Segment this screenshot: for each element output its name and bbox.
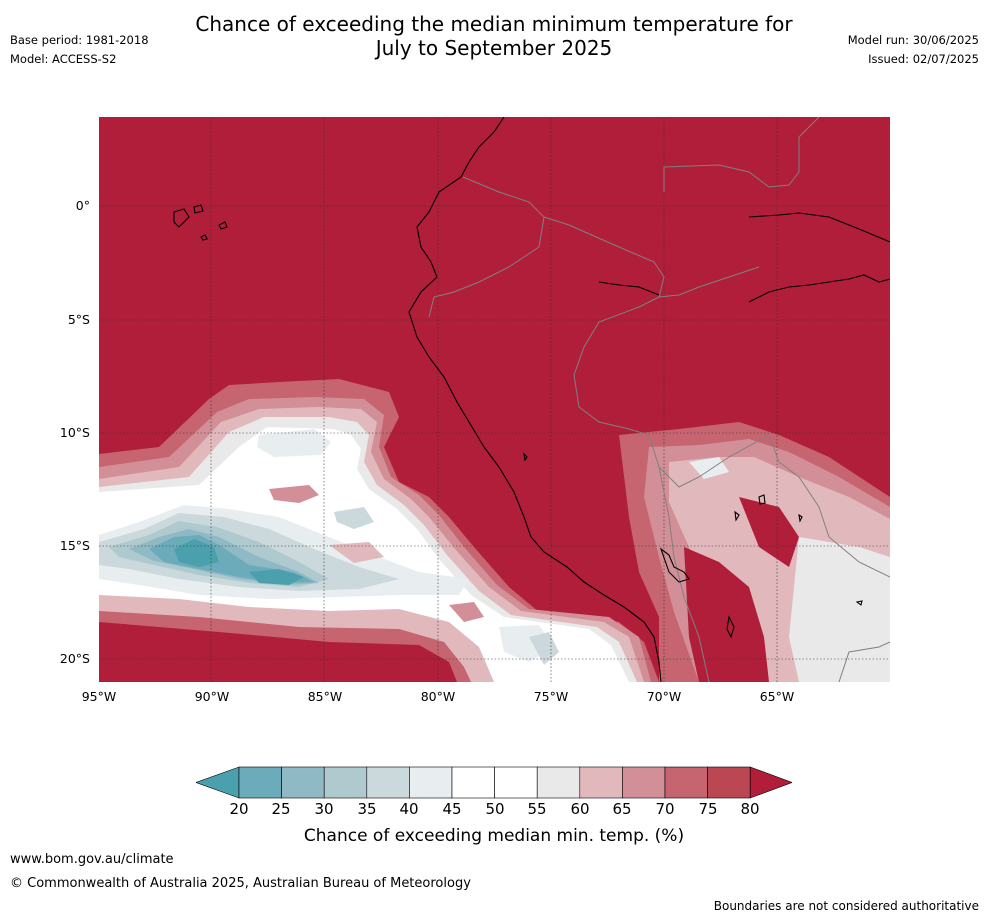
title-line-2: July to September 2025 bbox=[375, 36, 613, 60]
colorbar-label: Chance of exceeding median min. temp. (%… bbox=[303, 826, 685, 846]
cb-tick-80: 80 bbox=[740, 800, 760, 818]
colorbar-swatch bbox=[622, 766, 666, 799]
model-run: Model run: 30/06/2025 bbox=[847, 33, 979, 47]
country-boundaries bbox=[428, 117, 890, 682]
ocean-anomaly-region bbox=[99, 379, 659, 682]
forecast-map bbox=[99, 117, 890, 682]
colorbar-swatches bbox=[196, 766, 792, 799]
colorbar-swatch bbox=[494, 766, 538, 799]
lat-label-15s: 15°S bbox=[59, 538, 90, 553]
cb-tick-25: 25 bbox=[271, 800, 291, 818]
lon-label-70w: 70°W bbox=[646, 689, 682, 704]
cb-tick-75: 75 bbox=[698, 800, 718, 818]
website-link[interactable]: www.bom.gov.au/climate bbox=[10, 852, 174, 867]
lon-label-80w: 80°W bbox=[420, 689, 456, 704]
colorbar-swatch bbox=[323, 766, 368, 799]
cb-tick-50: 50 bbox=[485, 800, 505, 818]
colorbar-swatch bbox=[366, 766, 410, 799]
cb-tick-45: 45 bbox=[442, 800, 462, 818]
colorbar-swatch bbox=[664, 766, 708, 799]
meta-right: Model run: 30/06/2025 Issued: 02/07/2025 bbox=[848, 31, 979, 69]
colorbar-swatch bbox=[536, 766, 581, 799]
cb-tick-60: 60 bbox=[570, 800, 590, 818]
meta-left: Base period: 1981-2018 Model: ACCESS-S2 bbox=[10, 31, 149, 69]
lat-label-0: 0° bbox=[75, 198, 90, 213]
cb-tick-65: 65 bbox=[612, 800, 632, 818]
colorbar-arrow-high bbox=[749, 766, 792, 799]
copyright-text: © Commonwealth of Australia 2025, Austra… bbox=[10, 876, 471, 891]
cb-tick-30: 30 bbox=[314, 800, 334, 818]
colorbar bbox=[196, 766, 792, 799]
colorbar-arrow-low bbox=[196, 766, 240, 799]
colorbar-swatch bbox=[451, 766, 495, 799]
issued-date: Issued: 02/07/2025 bbox=[868, 52, 979, 66]
lon-label-75w: 75°W bbox=[533, 689, 569, 704]
model-name: Model: ACCESS-S2 bbox=[10, 52, 117, 66]
title-line-1: Chance of exceeding the median minimum t… bbox=[195, 12, 793, 36]
colorbar-swatch bbox=[409, 766, 453, 799]
colorbar-swatch bbox=[238, 766, 282, 799]
lat-label-5s: 5°S bbox=[67, 312, 90, 327]
cb-tick-40: 40 bbox=[399, 800, 419, 818]
colorbar-swatch bbox=[579, 766, 623, 799]
lon-label-95w: 95°W bbox=[81, 689, 117, 704]
lat-label-10s: 10°S bbox=[59, 425, 90, 440]
lon-label-85w: 85°W bbox=[307, 689, 343, 704]
lon-label-90w: 90°W bbox=[194, 689, 230, 704]
coastline bbox=[173, 117, 890, 682]
chart-title: Chance of exceeding the median minimum t… bbox=[0, 12, 988, 60]
cb-tick-20: 20 bbox=[229, 800, 249, 818]
graticule bbox=[99, 117, 890, 682]
cb-tick-55: 55 bbox=[527, 800, 547, 818]
colorbar-swatch bbox=[281, 766, 325, 799]
inland-anomaly-region bbox=[619, 422, 890, 682]
lat-label-20s: 20°S bbox=[59, 651, 90, 666]
base-period: Base period: 1981-2018 bbox=[10, 33, 149, 47]
lon-label-65w: 65°W bbox=[759, 689, 795, 704]
cb-tick-70: 70 bbox=[655, 800, 675, 818]
cb-tick-35: 35 bbox=[357, 800, 377, 818]
colorbar-swatch bbox=[707, 766, 751, 799]
boundaries-note: Boundaries are not considered authoritat… bbox=[713, 899, 979, 913]
